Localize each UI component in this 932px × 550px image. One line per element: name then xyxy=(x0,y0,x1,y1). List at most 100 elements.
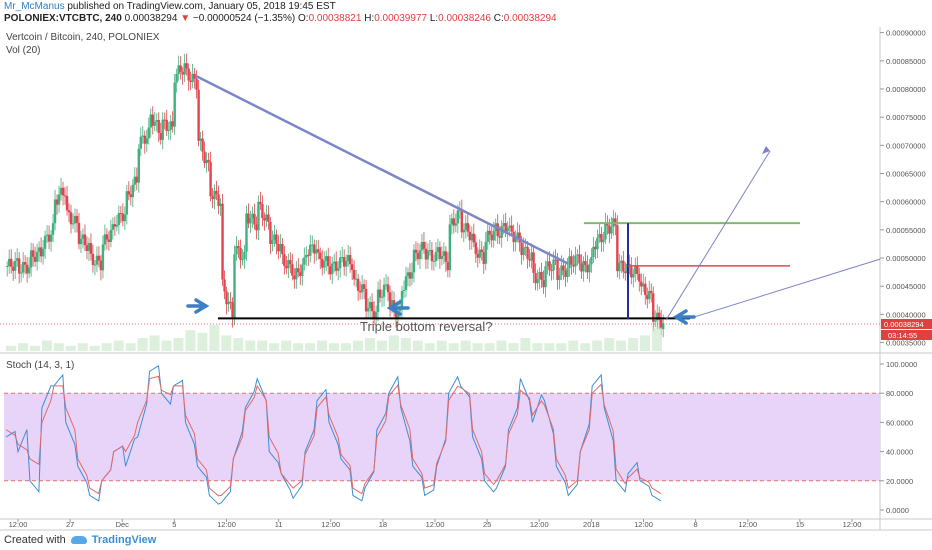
price-tick-label: 0.00080000 xyxy=(886,85,926,94)
candle-body xyxy=(566,268,569,277)
candle-body xyxy=(235,246,238,255)
candle-body xyxy=(416,252,420,260)
time-tick-label: 12:00 xyxy=(321,520,340,529)
candle-body xyxy=(287,260,290,269)
candle-body xyxy=(333,261,336,264)
volume-bar xyxy=(29,345,40,351)
volume-bar xyxy=(484,343,495,351)
candle-body xyxy=(93,264,97,266)
candle-body xyxy=(356,278,360,291)
candle-body xyxy=(640,281,643,287)
candle-body xyxy=(155,120,158,122)
candle-body xyxy=(277,244,280,252)
volume-bar xyxy=(424,343,435,351)
candle-body xyxy=(205,159,208,164)
candle-body xyxy=(386,284,390,293)
arrow-left-icon xyxy=(386,300,410,316)
candle-body xyxy=(410,272,414,279)
candle-body xyxy=(13,260,17,271)
candle-body xyxy=(95,255,99,265)
candle-body xyxy=(516,232,519,238)
price-tick-label: 0.00055000 xyxy=(886,226,926,235)
candle-body xyxy=(492,230,495,241)
candle-body xyxy=(372,311,376,320)
candle-body xyxy=(526,246,529,259)
candle-body xyxy=(540,271,543,281)
candle-body xyxy=(418,250,422,260)
time-badge-text: 03:14:55 xyxy=(888,331,917,340)
candle-body xyxy=(103,234,107,245)
low-label: L: xyxy=(429,13,439,24)
candle-body xyxy=(15,258,19,261)
candle-body xyxy=(344,261,348,267)
candle-body xyxy=(588,264,591,273)
price-tick-label: 0.00035000 xyxy=(886,339,926,348)
candle-body xyxy=(165,119,168,131)
close-label: C: xyxy=(493,13,504,24)
candle-body xyxy=(335,261,338,271)
candle-body xyxy=(221,203,224,280)
candle-body xyxy=(195,78,198,90)
candle-body xyxy=(362,284,366,289)
candle-body xyxy=(496,223,499,237)
candle-body xyxy=(578,254,581,264)
publisher-line: Mr_McManus published on TradingView.com,… xyxy=(4,1,336,12)
volume-bar xyxy=(616,340,627,351)
candle-body xyxy=(331,263,334,275)
candle-body xyxy=(323,260,326,268)
candle-body xyxy=(201,138,204,152)
volume-bar xyxy=(329,343,339,351)
candle-body xyxy=(520,242,523,255)
candle-body xyxy=(179,65,182,72)
candle-body xyxy=(656,312,659,321)
time-tick-label: 12:00 xyxy=(217,520,236,529)
annotation-text: Triple bottom reversal? xyxy=(360,319,492,334)
candle-body xyxy=(556,259,559,281)
candle-body xyxy=(295,268,298,280)
candle-body xyxy=(69,212,73,225)
candle-body xyxy=(279,243,282,252)
candle-body xyxy=(171,121,174,127)
volume-label: Vol (20) xyxy=(6,45,41,56)
candle-body xyxy=(35,251,39,262)
candle-body xyxy=(9,258,13,267)
candle-body xyxy=(107,239,111,242)
volume-bar xyxy=(209,325,220,351)
candle-body xyxy=(241,259,244,261)
candle-body xyxy=(502,223,505,226)
candle-body xyxy=(644,283,647,296)
candle-body xyxy=(99,260,103,271)
volume-bar xyxy=(352,340,363,351)
candle-body xyxy=(229,301,232,303)
candle-body xyxy=(384,284,388,286)
candle-body xyxy=(299,272,302,276)
candle-body xyxy=(548,261,551,271)
candle-body xyxy=(654,320,657,322)
candle-body xyxy=(29,250,33,268)
candle-body xyxy=(305,254,308,258)
time-tick-label: 8 xyxy=(694,520,698,529)
candle-body xyxy=(189,80,192,82)
volume-bar xyxy=(197,332,208,351)
price-badge-text: 0.00038294 xyxy=(884,320,924,329)
tradingview-brand[interactable]: TradingView xyxy=(91,534,157,546)
candle-body xyxy=(75,215,79,223)
candle-body xyxy=(632,273,635,278)
candle-body xyxy=(81,234,85,239)
candle-body xyxy=(572,264,575,267)
time-tick-label: 12:00 xyxy=(426,520,445,529)
candle-body xyxy=(271,239,274,244)
candle-body xyxy=(185,63,188,69)
candle-body xyxy=(163,119,166,121)
candle-body xyxy=(91,253,95,265)
volume-bar xyxy=(101,343,112,351)
volume-bar xyxy=(472,343,483,351)
author-link[interactable]: Mr_McManus xyxy=(4,1,65,12)
candle-body xyxy=(456,210,460,224)
candle-body xyxy=(646,295,649,300)
candle-body xyxy=(101,244,105,271)
candle-body xyxy=(317,249,320,253)
candle-body xyxy=(594,246,597,250)
volume-bar xyxy=(376,340,387,351)
